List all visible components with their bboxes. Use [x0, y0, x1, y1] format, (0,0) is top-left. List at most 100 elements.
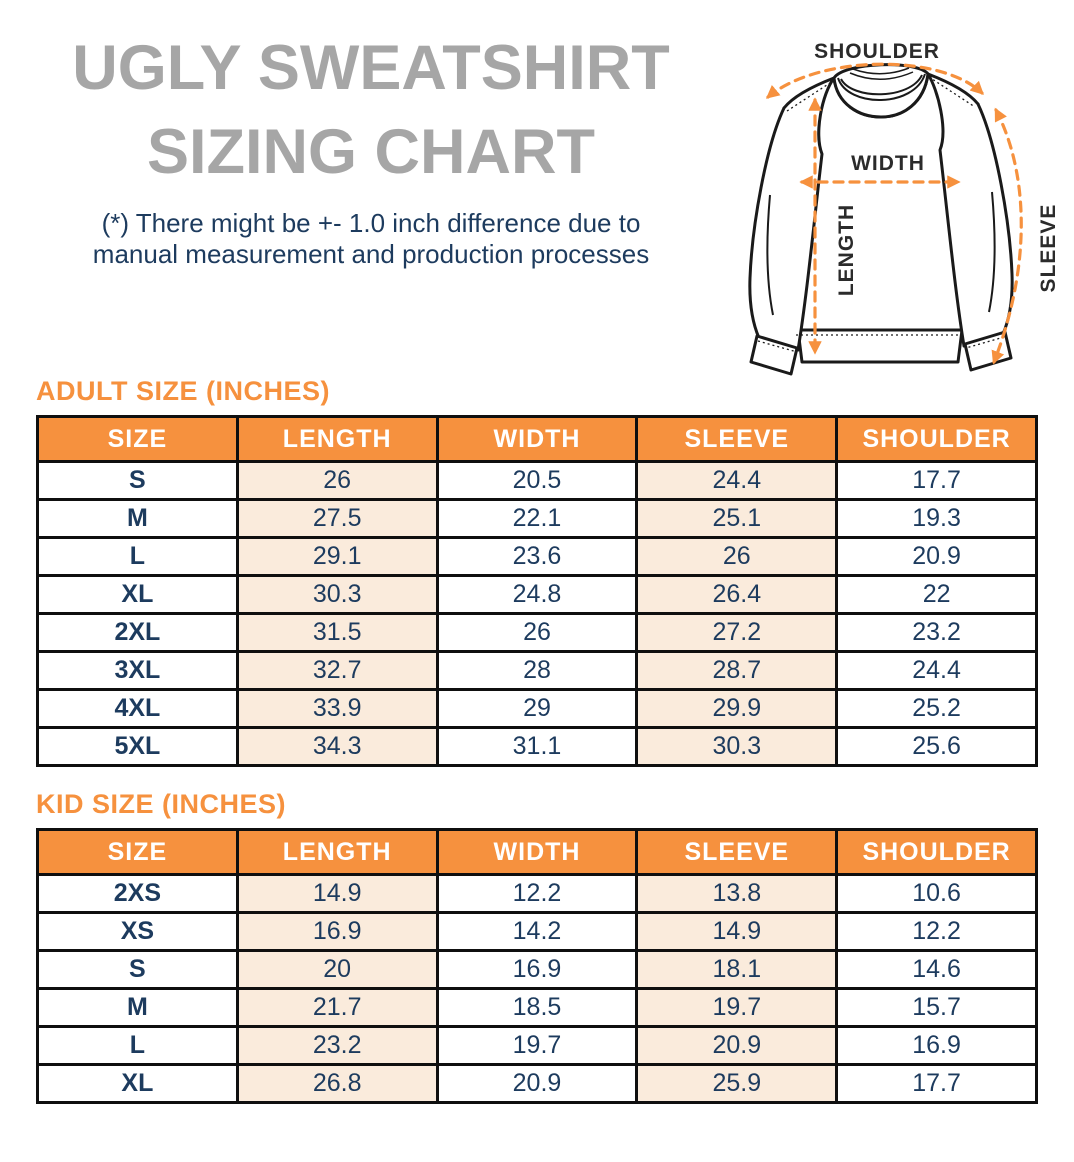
- diagram-label-sleeve: SLEEVE: [1037, 204, 1060, 293]
- column-header-sleeve: SLEEVE: [635, 828, 839, 876]
- measurement-cell: 17.7: [835, 460, 1038, 501]
- size-cell: XS: [36, 911, 239, 952]
- diagram-label-shoulder: SHOULDER: [814, 40, 940, 63]
- sweatshirt-diagram-svg: SHOULDER WIDTH LENGTH SLEEVE: [748, 40, 1060, 376]
- table-row: L 23.2 19.7 20.9 16.9: [36, 1025, 1038, 1066]
- table-row: 2XS 14.9 12.2 13.8 10.6: [36, 873, 1038, 914]
- table-row: L 29.1 23.6 26 20.9: [36, 536, 1038, 577]
- measurement-cell: 23.6: [435, 536, 639, 577]
- column-header-shoulder: SHOULDER: [835, 415, 1038, 463]
- measurement-cell: 25.9: [635, 1063, 839, 1104]
- sleeve-measure-arrow: [991, 107, 1023, 365]
- measurement-cell: 27.2: [635, 612, 839, 653]
- measurement-cell: 19.7: [635, 987, 839, 1028]
- column-header-size: SIZE: [36, 415, 239, 463]
- measurement-cell: 13.8: [635, 873, 839, 914]
- size-cell: S: [36, 949, 239, 990]
- measurement-cell: 31.1: [435, 726, 639, 767]
- size-cell: XL: [36, 574, 239, 615]
- measurement-cell: 23.2: [835, 612, 1038, 653]
- measurement-cell: 21.7: [235, 987, 439, 1028]
- table-header-row: SIZE LENGTH WIDTH SLEEVE SHOULDER: [36, 415, 1038, 463]
- sweatshirt-measurement-diagram: SHOULDER WIDTH LENGTH SLEEVE: [740, 0, 1074, 390]
- measurement-cell: 25.2: [835, 688, 1038, 729]
- size-cell: L: [36, 536, 239, 577]
- disclaimer-line-2: manual measurement and production proces…: [92, 239, 650, 269]
- measurement-cell: 27.5: [235, 498, 439, 539]
- measurement-cell: 20.9: [635, 1025, 839, 1066]
- measurement-cell: 34.3: [235, 726, 439, 767]
- size-cell: S: [36, 460, 239, 501]
- table-row: XS 16.9 14.2 14.9 12.2: [36, 911, 1038, 952]
- size-cell: XL: [36, 1063, 239, 1104]
- diagram-label-width: WIDTH: [851, 152, 925, 175]
- measurement-cell: 20.9: [835, 536, 1038, 577]
- size-cell: 5XL: [36, 726, 239, 767]
- header-area: UGLY SWEATSHIRT SIZING CHART (*) There m…: [0, 0, 1074, 376]
- measurement-cell: 24.4: [635, 460, 839, 501]
- measurement-cell: 24.4: [835, 650, 1038, 691]
- measurement-cell: 22: [835, 574, 1038, 615]
- measurement-cell: 26: [235, 460, 439, 501]
- size-cell: M: [36, 498, 239, 539]
- measurement-cell: 16.9: [835, 1025, 1038, 1066]
- size-cell: 2XS: [36, 873, 239, 914]
- measurement-cell: 30.3: [635, 726, 839, 767]
- measurement-cell: 26: [635, 536, 839, 577]
- measurement-cell: 18.1: [635, 949, 839, 990]
- table-row: XL 30.3 24.8 26.4 22: [36, 574, 1038, 615]
- table-row: S 20 16.9 18.1 14.6: [36, 949, 1038, 990]
- measurement-cell: 20: [235, 949, 439, 990]
- measurement-cell: 26: [435, 612, 639, 653]
- measurement-cell: 14.9: [635, 911, 839, 952]
- measurement-cell: 19.3: [835, 498, 1038, 539]
- column-header-length: LENGTH: [235, 415, 439, 463]
- measurement-cell: 28.7: [635, 650, 839, 691]
- table-row: 4XL 33.9 29 29.9 25.2: [36, 688, 1038, 729]
- measurement-cell: 16.9: [235, 911, 439, 952]
- shoulder-measure-arrow: [765, 62, 984, 99]
- measurement-cell: 29.1: [235, 536, 439, 577]
- sweatshirt-waistband: [796, 328, 964, 364]
- adult-size-section: ADULT SIZE (INCHES) SIZE LENGTH WIDTH SLEEV…: [36, 374, 1038, 767]
- table-row: 5XL 34.3 31.1 30.3 25.6: [36, 726, 1038, 767]
- measurement-cell: 33.9: [235, 688, 439, 729]
- measurement-cell: 25.6: [835, 726, 1038, 767]
- table-row: M 21.7 18.5 19.7 15.7: [36, 987, 1038, 1028]
- table-row: 2XL 31.5 26 27.2 23.2: [36, 612, 1038, 653]
- measurement-cell: 22.1: [435, 498, 639, 539]
- column-header-width: WIDTH: [435, 415, 639, 463]
- column-header-width: WIDTH: [435, 828, 639, 876]
- measurement-cell: 25.1: [635, 498, 839, 539]
- table-header-row: SIZE LENGTH WIDTH SLEEVE SHOULDER: [36, 828, 1038, 876]
- measurement-cell: 12.2: [435, 873, 639, 914]
- measurement-cell: 15.7: [835, 987, 1038, 1028]
- measurement-cell: 26.8: [235, 1063, 439, 1104]
- column-header-length: LENGTH: [235, 828, 439, 876]
- measurement-cell: 10.6: [835, 873, 1038, 914]
- adult-section-heading: ADULT SIZE (INCHES): [36, 376, 330, 406]
- measurement-cell: 14.2: [435, 911, 639, 952]
- kid-section-heading: KID SIZE (INCHES): [36, 789, 287, 819]
- measurement-cell: 20.5: [435, 460, 639, 501]
- size-cell: 4XL: [36, 688, 239, 729]
- adult-size-table: SIZE LENGTH WIDTH SLEEVE SHOULDER S 26 20.5 24.4…: [36, 415, 1038, 767]
- measurement-cell: 23.2: [235, 1025, 439, 1066]
- measurement-cell: 14.6: [835, 949, 1038, 990]
- column-header-size: SIZE: [36, 828, 239, 876]
- measurement-cell: 20.9: [435, 1063, 639, 1104]
- table-row: S 26 20.5 24.4 17.7: [36, 460, 1038, 501]
- measurement-cell: 16.9: [435, 949, 639, 990]
- kid-size-table: SIZE LENGTH WIDTH SLEEVE SHOULDER 2XS 14.9 12.2…: [36, 828, 1038, 1104]
- measurement-cell: 29.9: [635, 688, 839, 729]
- table-row: XL 26.8 20.9 25.9 17.7: [36, 1063, 1038, 1104]
- measurement-cell: 32.7: [235, 650, 439, 691]
- size-cell: 2XL: [36, 612, 239, 653]
- measurement-cell: 14.9: [235, 873, 439, 914]
- disclaimer-line-1: (*) There might be +- 1.0 inch differenc…: [101, 208, 641, 238]
- measurement-cell: 30.3: [235, 574, 439, 615]
- size-cell: 3XL: [36, 650, 239, 691]
- size-cell: M: [36, 987, 239, 1028]
- table-row: 3XL 32.7 28 28.7 24.4: [36, 650, 1038, 691]
